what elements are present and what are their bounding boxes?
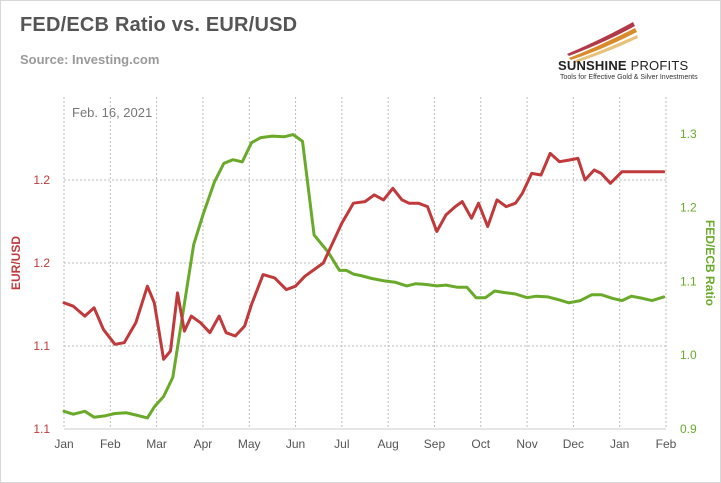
right-tick-label: 1.1: [680, 274, 697, 288]
x-tick-label: Sep: [424, 437, 446, 451]
x-tick-label: Jan: [54, 437, 73, 451]
date-annotation: Feb. 16, 2021: [72, 105, 152, 120]
right-tick-label: 1.3: [680, 127, 697, 141]
right-tick-label: 0.9: [680, 422, 697, 436]
series-layer: [62, 133, 666, 420]
left-tick-label: 1.1: [33, 422, 50, 436]
x-tick-label: Aug: [377, 437, 398, 451]
x-tick-label: Dec: [563, 437, 584, 451]
left-tick-label: 1.2: [33, 173, 50, 187]
left-tick-label: 1.2: [33, 256, 50, 270]
right-axis-title: FED/ECB Ratio: [703, 220, 717, 306]
x-tick-label: May: [238, 437, 261, 451]
x-tick-label: Mar: [146, 437, 167, 451]
eurusd-series-line: [62, 151, 666, 361]
x-tick-label: Jan: [610, 437, 629, 451]
logo-name-thin: PROFITS: [630, 58, 689, 73]
left-axis-title: EUR/USD: [9, 236, 23, 290]
x-tick-label: Jul: [334, 437, 349, 451]
grid: [63, 97, 667, 429]
x-tick-label: Oct: [471, 437, 490, 451]
chart-source: Source: Investing.com: [20, 52, 160, 67]
fed-ecb-ratio-series-line: [62, 133, 666, 420]
logo-tagline: Tools for Effective Gold & Silver Invest…: [560, 74, 698, 81]
x-tick-label: Jun: [286, 437, 305, 451]
axes: Jan Feb Mar Apr May Jun Jul Aug Sep Oct Nov Dec Jan F…: [9, 127, 717, 451]
sunshine-profits-logo-icon: [567, 22, 638, 63]
right-tick-label: 1.2: [680, 201, 697, 215]
logo-name-bold: SUNSHINE: [558, 58, 627, 73]
left-tick-label: 1.1: [33, 339, 50, 353]
right-tick-label: 1.0: [680, 348, 697, 362]
x-tick-label: Feb: [656, 437, 677, 451]
x-tick-label: Apr: [194, 437, 213, 451]
logo-name: SUNSHINE PROFITS: [558, 58, 688, 73]
x-tick-label: Feb: [100, 437, 121, 451]
x-tick-label: Nov: [516, 437, 537, 451]
chart-title: FED/ECB Ratio vs. EUR/USD: [20, 14, 298, 36]
